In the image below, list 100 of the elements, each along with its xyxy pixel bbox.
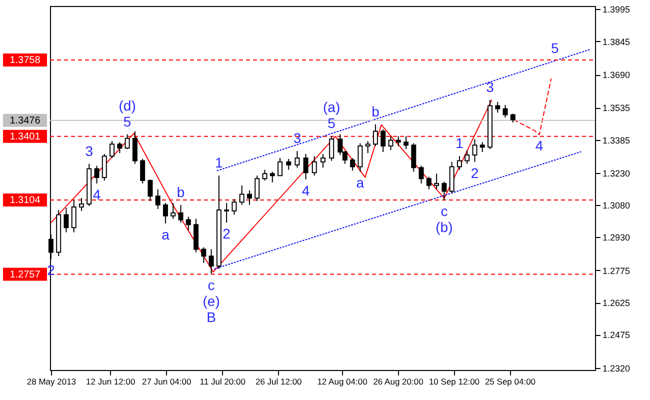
candlestick bbox=[102, 153, 107, 182]
y-tick-label: 1.3385 bbox=[602, 135, 630, 146]
ref-line-label: 1.3476 bbox=[10, 115, 41, 126]
x-tick-label: 11 Jul 20:00 bbox=[200, 376, 246, 386]
x-tick-label: 12 Aug 04:00 bbox=[317, 376, 368, 386]
candlestick bbox=[71, 199, 76, 233]
candlestick bbox=[320, 153, 326, 168]
candlestick bbox=[232, 198, 237, 216]
y-tick-label: 1.2625 bbox=[602, 298, 630, 308]
x-tick-label: 27 Jun 04:00 bbox=[142, 376, 192, 386]
candlestick bbox=[312, 156, 317, 176]
y-tick-label: 1.2775 bbox=[602, 266, 630, 276]
annotation: 2 bbox=[222, 226, 231, 242]
ref-line-label: 1.3758 bbox=[10, 54, 41, 66]
annotation: 5 bbox=[123, 113, 132, 130]
candlestick bbox=[270, 171, 275, 183]
candlestick bbox=[124, 134, 130, 150]
candlestick bbox=[78, 198, 84, 212]
candlestick bbox=[170, 202, 176, 220]
candlestick bbox=[94, 165, 100, 184]
y-tick-label: 1.3535 bbox=[602, 103, 630, 114]
y-tick-label: 1.2475 bbox=[602, 330, 630, 340]
annotation: (d) bbox=[118, 97, 136, 114]
candlestick bbox=[380, 128, 386, 153]
annotation: c bbox=[208, 276, 215, 293]
y-tick-label: 1.2320 bbox=[602, 363, 630, 374]
candlestick bbox=[155, 188, 160, 210]
candlestick bbox=[388, 136, 394, 151]
annotation: 4 bbox=[535, 138, 544, 154]
candlestick bbox=[426, 176, 432, 190]
annotation: B bbox=[206, 308, 216, 325]
candlestick bbox=[411, 142, 416, 172]
candlestick bbox=[208, 248, 214, 274]
annotation: (a) bbox=[323, 99, 340, 116]
candlestick bbox=[186, 216, 191, 231]
candlestick bbox=[442, 181, 447, 200]
candlestick bbox=[350, 158, 356, 172]
x-tick-label: 12 Jun 12:00 bbox=[86, 376, 136, 386]
candlestick bbox=[303, 153, 308, 180]
candlestick bbox=[434, 173, 440, 190]
x-tick-label: 28 May 2013 bbox=[26, 376, 76, 386]
annotation: 3 bbox=[85, 142, 94, 159]
x-tick-label: 26 Aug 20:00 bbox=[373, 376, 424, 386]
candlestick bbox=[201, 246, 206, 264]
candlestick bbox=[502, 104, 508, 118]
annotation: 2 bbox=[470, 164, 479, 181]
candlestick bbox=[254, 175, 260, 202]
annotation: 1 bbox=[215, 154, 224, 171]
candlestick bbox=[224, 202, 230, 224]
ref-line-label: 1.3401 bbox=[10, 131, 41, 142]
candlestick bbox=[404, 136, 409, 150]
candlestick bbox=[480, 142, 485, 153]
candlestick bbox=[286, 158, 292, 170]
annotation: b bbox=[176, 184, 185, 200]
candlestick bbox=[110, 140, 115, 159]
candlestick bbox=[495, 101, 500, 114]
candlestick bbox=[178, 204, 184, 224]
ref-line-label: 1.3104 bbox=[10, 194, 41, 206]
annotation: 3 bbox=[486, 79, 494, 95]
candlestick bbox=[294, 150, 300, 168]
candlestick bbox=[358, 142, 363, 172]
candlestick bbox=[396, 136, 401, 147]
annotation: a bbox=[162, 226, 170, 243]
candlestick bbox=[464, 150, 470, 164]
candlestick bbox=[365, 140, 370, 154]
annotation: 4 bbox=[302, 182, 310, 198]
x-tick-label: 25 Sep 04:00 bbox=[484, 376, 536, 386]
y-tick-label: 1.2930 bbox=[602, 232, 630, 243]
candlestick bbox=[239, 184, 244, 206]
annotation: 1 bbox=[456, 135, 464, 152]
annotation: c bbox=[440, 202, 448, 219]
candlestick bbox=[278, 158, 283, 176]
candlestick bbox=[117, 142, 122, 154]
candlestick bbox=[456, 156, 462, 170]
candlestick bbox=[162, 202, 168, 224]
annotation: (e) bbox=[202, 292, 220, 309]
candlestick bbox=[140, 158, 146, 184]
annotation: 5 bbox=[328, 115, 336, 132]
candlestick bbox=[418, 165, 424, 184]
annotation: a bbox=[356, 174, 364, 191]
x-tick-label: 26 Jul 12:00 bbox=[255, 376, 302, 386]
y-tick-label: 1.3690 bbox=[602, 70, 630, 80]
annotation: (b) bbox=[436, 218, 453, 235]
candlestick bbox=[132, 130, 138, 164]
candlestick bbox=[372, 124, 378, 147]
candlestick bbox=[472, 138, 478, 162]
y-tick-label: 1.3845 bbox=[602, 36, 630, 47]
candlestick bbox=[64, 207, 69, 233]
y-tick-label: 1.3080 bbox=[602, 200, 630, 211]
y-tick-label: 1.3995 bbox=[602, 4, 630, 15]
y-tick-label: 1.3230 bbox=[602, 168, 630, 179]
candlestick bbox=[329, 136, 334, 162]
annotation: b bbox=[372, 103, 380, 120]
candlestick bbox=[246, 190, 252, 206]
candlestick bbox=[148, 178, 153, 202]
annotation: 4 bbox=[92, 186, 101, 203]
candlestick bbox=[262, 169, 268, 182]
ref-line-label: 1.2757 bbox=[10, 269, 41, 280]
annotation: 5 bbox=[551, 40, 560, 56]
x-tick-label: 10 Sep 12:00 bbox=[428, 376, 480, 386]
